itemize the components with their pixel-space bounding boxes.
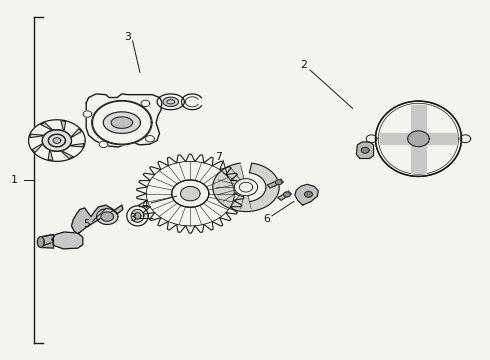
Polygon shape <box>41 234 53 247</box>
Polygon shape <box>67 129 81 141</box>
Polygon shape <box>131 210 144 222</box>
Text: 2: 2 <box>300 60 307 70</box>
Polygon shape <box>380 134 457 144</box>
Polygon shape <box>275 180 282 185</box>
Polygon shape <box>48 145 53 161</box>
Polygon shape <box>268 179 283 188</box>
Polygon shape <box>375 101 462 176</box>
Polygon shape <box>72 205 123 234</box>
Polygon shape <box>137 154 244 233</box>
Polygon shape <box>366 135 377 143</box>
Polygon shape <box>97 209 118 225</box>
Polygon shape <box>42 130 72 151</box>
Polygon shape <box>172 180 209 207</box>
Polygon shape <box>163 97 178 107</box>
Polygon shape <box>127 206 148 226</box>
Polygon shape <box>305 192 313 197</box>
Polygon shape <box>103 112 141 134</box>
Polygon shape <box>42 130 72 151</box>
FancyArrowPatch shape <box>44 243 51 246</box>
Polygon shape <box>234 179 258 196</box>
Polygon shape <box>99 141 108 148</box>
Polygon shape <box>284 192 291 197</box>
Polygon shape <box>83 111 92 117</box>
Polygon shape <box>129 149 251 238</box>
Polygon shape <box>356 142 373 158</box>
Text: 3: 3 <box>124 32 131 41</box>
Polygon shape <box>56 148 73 158</box>
Polygon shape <box>295 184 319 205</box>
Polygon shape <box>361 147 369 153</box>
Polygon shape <box>28 120 85 161</box>
Polygon shape <box>460 135 471 143</box>
Polygon shape <box>408 131 429 147</box>
Polygon shape <box>141 100 150 107</box>
Polygon shape <box>53 138 61 143</box>
Polygon shape <box>180 186 200 201</box>
Polygon shape <box>61 121 66 136</box>
Text: 1: 1 <box>11 175 18 185</box>
Polygon shape <box>41 122 58 133</box>
Text: 4: 4 <box>142 200 148 210</box>
Polygon shape <box>146 135 154 142</box>
Text: 6: 6 <box>264 215 270 224</box>
Polygon shape <box>30 134 50 138</box>
Text: 3: 3 <box>129 213 136 222</box>
Polygon shape <box>52 232 83 249</box>
Polygon shape <box>32 140 47 153</box>
Text: 7: 7 <box>215 152 221 162</box>
Polygon shape <box>134 213 141 219</box>
Polygon shape <box>181 94 203 110</box>
Polygon shape <box>213 163 279 212</box>
Polygon shape <box>111 117 133 129</box>
Polygon shape <box>86 94 162 147</box>
Polygon shape <box>101 212 114 221</box>
Polygon shape <box>411 105 426 173</box>
Polygon shape <box>64 144 84 147</box>
Polygon shape <box>37 237 44 247</box>
Polygon shape <box>157 94 184 110</box>
Polygon shape <box>278 191 292 201</box>
Polygon shape <box>92 100 152 145</box>
Text: 5: 5 <box>83 219 90 229</box>
